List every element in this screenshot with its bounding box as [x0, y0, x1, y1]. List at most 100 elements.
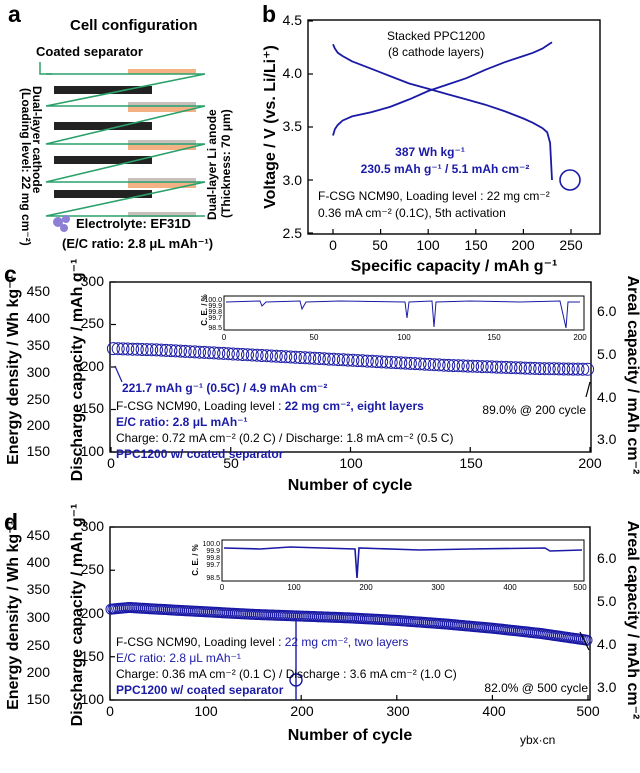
coated-separator-label: Coated separator	[36, 44, 143, 59]
inset-y-tick: 98.5	[208, 325, 222, 332]
energy-tick-label: 350	[27, 337, 51, 353]
y-tick-label: 250	[81, 561, 105, 577]
condition-line: 0.36 mA cm⁻² (0.1C), 5th activation	[318, 206, 506, 220]
capacity-point	[135, 343, 149, 356]
x-tick-label: 50	[372, 237, 388, 253]
panel-b-label: b	[262, 1, 276, 27]
capacity-point	[341, 353, 355, 367]
capacity-point	[399, 356, 413, 370]
capacity-point	[427, 358, 441, 372]
condition-text-highlight: 22 mg cm⁻², eight layers	[285, 399, 424, 413]
chart-title-line: (8 cathode layers)	[388, 45, 484, 59]
energy-tick-label: 250	[27, 391, 51, 407]
y-tick-label: 150	[81, 400, 105, 416]
cathode-layer	[54, 156, 152, 164]
condition-line-4: PPC1200 w/ coated separator	[116, 683, 284, 697]
capacity-point	[538, 362, 551, 376]
capacity-point	[217, 346, 231, 360]
capacity-point	[265, 349, 278, 363]
areal-tick-label: 5.0	[597, 593, 617, 609]
dip-marker	[289, 673, 303, 687]
anode-layer	[128, 140, 196, 145]
capacity-point	[298, 351, 312, 365]
y-tick-label: 4.5	[283, 12, 303, 28]
anode-thickness-label: (Thickness: 70 μm)	[219, 109, 233, 218]
x-tick-label: 50	[223, 455, 239, 471]
capacity-point	[442, 358, 456, 372]
x-tick-label: 400	[482, 703, 506, 719]
panel-a: a Cell configuration Coated separator (L…	[8, 1, 233, 251]
inset-x-tick: 150	[487, 333, 501, 342]
capacity-point	[365, 354, 379, 368]
anode-layer	[128, 107, 196, 112]
energy-tick-label: 250	[27, 637, 51, 653]
capacity-point	[202, 346, 216, 360]
start-capacity-annotation: 221.7 mAh g⁻¹ (0.5C) / 4.9 mAh cm⁻²	[122, 381, 327, 395]
inset-x-tick: 100	[287, 583, 301, 592]
capacity-point	[557, 362, 571, 376]
cathode-layer	[54, 86, 152, 94]
capacity-point	[561, 362, 575, 376]
energy-tick-label: 300	[27, 609, 51, 625]
anode-layer	[128, 102, 196, 107]
capacity-point	[250, 348, 264, 362]
areal-tick-label: 6.0	[597, 303, 617, 319]
x-tick-label: 200	[290, 703, 314, 719]
inset-y-tick: 99.8	[206, 555, 220, 562]
capacity-point	[255, 349, 269, 362]
capacity-point	[284, 350, 298, 364]
capacity-series	[106, 342, 595, 376]
electrolyte-label: Electrolyte: EF31D	[76, 216, 191, 231]
ce-inset-frame	[223, 295, 585, 331]
capacity-point	[475, 360, 489, 374]
y-tick-label: 250	[81, 315, 105, 331]
capacity-point	[303, 351, 317, 365]
x-axis-title: Number of cycle	[288, 727, 413, 744]
capacity-point	[241, 348, 254, 362]
capacity-point	[461, 359, 475, 373]
capacity-point	[356, 354, 369, 368]
capacity-point	[423, 357, 436, 371]
x-tick-label: 200	[511, 237, 535, 253]
condition-line-4: PPC1200 w/ coated separator	[116, 447, 284, 461]
capacity-point	[552, 362, 566, 376]
capacity-point	[164, 344, 178, 358]
anode-label: Dual-layer Li anode	[205, 109, 219, 220]
capacity-point	[174, 344, 187, 358]
capacity-point	[533, 362, 547, 376]
retention-arrow	[579, 631, 590, 651]
inset-y-title: C. E. / %	[191, 544, 200, 576]
inset-x-tick: 0	[222, 333, 227, 342]
y-axis-title: Voltage / V (vs. Li/Li⁺)	[262, 45, 279, 209]
condition-text: F-CSG NCM90, Loading level :	[116, 399, 285, 413]
x-tick-label: 250	[559, 237, 583, 253]
condition-line-1: F-CSG NCM90, Loading level : 22 mg cm⁻²,…	[116, 399, 424, 413]
inset-y-tick: 99.7	[206, 562, 220, 569]
energy-tick-label: 200	[27, 664, 51, 680]
capacity-point	[159, 343, 173, 357]
energy-tick-label: 200	[27, 417, 51, 433]
capacity-point	[308, 351, 322, 365]
condition-text: F-CSG NCM90, Loading level :	[116, 635, 285, 649]
panel-b-axis-ticks	[308, 20, 572, 234]
areal-axis-title: Areal capacity / mAh cm⁻²	[624, 276, 640, 475]
cathode-layer	[54, 122, 152, 130]
inset-y-tick: 99.9	[208, 303, 222, 310]
energy-tick-label: 300	[27, 364, 51, 380]
areal-tick-label: 4.0	[597, 636, 617, 652]
capacity-point	[394, 356, 408, 370]
inset-x-tick: 100	[397, 333, 411, 342]
capacity-point	[451, 359, 465, 373]
start-annotation-arrow	[114, 365, 123, 383]
anode-layer	[128, 183, 196, 188]
capacity-point	[260, 349, 274, 363]
y-tick-label: 200	[81, 605, 105, 621]
capacity-point	[384, 355, 398, 369]
capacity-point	[485, 360, 499, 374]
energy-annotation: 387 Wh kg⁻¹	[395, 145, 465, 159]
condition-line-1: F-CSG NCM90, Loading level : 22 mg cm⁻²,…	[116, 635, 408, 649]
capacity-point	[150, 343, 163, 357]
capacity-point	[470, 359, 484, 373]
capacity-point	[121, 342, 135, 356]
capacity-point	[327, 352, 341, 366]
